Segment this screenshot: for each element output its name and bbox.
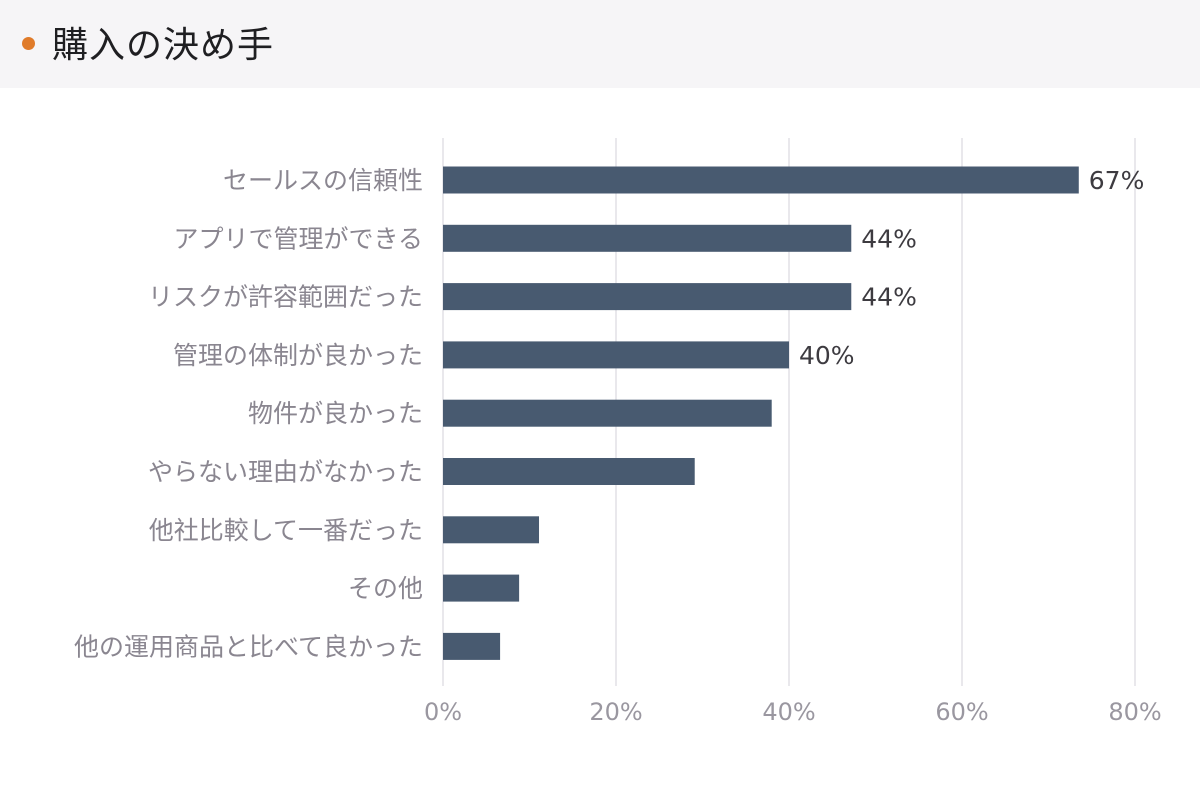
bar-chart: 0% 20% 40% 60% 80% セールスの信頼性 67% アプリで管理ができる 44% リス… bbox=[74, 138, 1162, 726]
data-label: 67% bbox=[1089, 166, 1145, 195]
category-label: アプリで管理ができる bbox=[173, 224, 423, 253]
x-tick-label: 40% bbox=[762, 698, 815, 726]
bar bbox=[443, 516, 540, 544]
x-tick-label: 20% bbox=[589, 698, 642, 726]
x-tick-label: 80% bbox=[1108, 698, 1161, 726]
bar bbox=[443, 574, 520, 602]
category-label: やらない理由がなかった bbox=[148, 458, 423, 487]
bar bbox=[443, 283, 852, 311]
category-label: リスクが許容範囲だった bbox=[148, 283, 423, 312]
bar bbox=[443, 341, 789, 369]
category-label: 他社比較して一番だった bbox=[149, 516, 423, 545]
category-label: 物件が良かった bbox=[248, 399, 423, 428]
chart-header: 購入の決め手 bbox=[0, 0, 1200, 88]
data-label: 40% bbox=[799, 341, 855, 370]
category-label: その他 bbox=[348, 574, 423, 603]
bar bbox=[443, 632, 501, 660]
chart-title: 購入の決め手 bbox=[52, 25, 275, 66]
bar bbox=[443, 399, 772, 427]
title-bullet-icon bbox=[22, 37, 35, 50]
x-tick-label: 0% bbox=[424, 698, 462, 726]
data-label: 44% bbox=[861, 283, 917, 312]
category-label: 管理の体制が良かった bbox=[173, 341, 423, 370]
data-label: 44% bbox=[861, 224, 917, 253]
x-tick-label: 60% bbox=[935, 698, 988, 726]
category-label: 他の運用商品と比べて良かった bbox=[74, 632, 423, 661]
bar bbox=[443, 458, 695, 485]
bar bbox=[443, 166, 1079, 194]
category-label: セールスの信頼性 bbox=[223, 166, 423, 195]
bar bbox=[443, 224, 852, 252]
